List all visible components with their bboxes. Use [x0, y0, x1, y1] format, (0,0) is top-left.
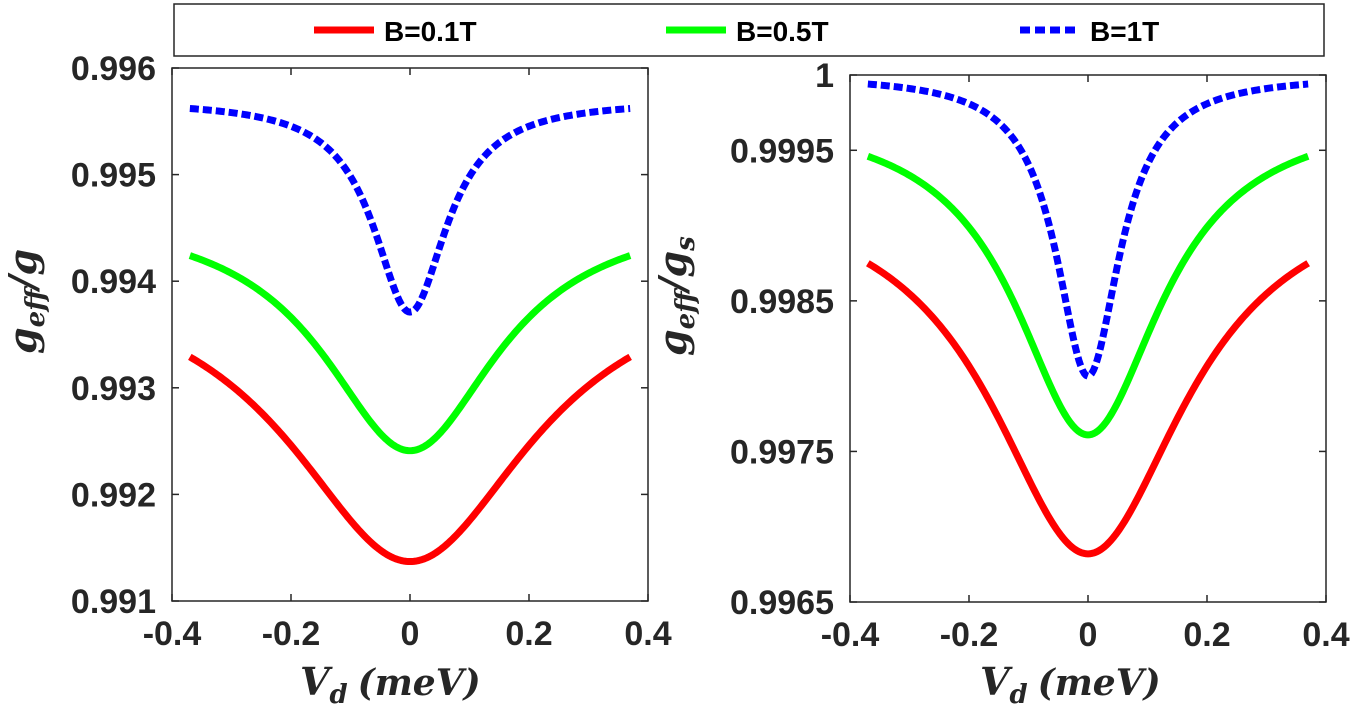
series-line-b05t	[188, 252, 632, 455]
x-tick-label: 0.2	[1183, 616, 1230, 654]
x-tick-label: -0.4	[143, 615, 202, 653]
x-tick-label: -0.4	[821, 616, 880, 654]
y-tick-label: 1	[815, 57, 834, 95]
y-tick-label: 0.991	[71, 583, 156, 621]
legend: B=0.1T B=0.5T B=1T	[173, 3, 1325, 57]
left-panel: -0.4 -0.2 0 0.2 0.4 0.991 0.992 0.993 0.994 0.995…	[0, 50, 672, 710]
left-curves	[188, 105, 632, 566]
y-tick-label: 0.9995	[730, 132, 834, 170]
series-line-b05t	[866, 153, 1310, 439]
left-plot-area	[171, 67, 649, 602]
series-line-b1t	[188, 105, 632, 316]
x-tick-label: 0	[401, 615, 420, 653]
legend-label-b05: B=0.5T	[736, 16, 829, 47]
x-tick-label: -0.2	[262, 615, 321, 653]
y-tick-label: 0.994	[71, 263, 156, 301]
series-line-b01t	[188, 353, 632, 566]
legend-label-b01: B=0.1T	[384, 16, 477, 47]
left-ticks: -0.4 -0.2 0 0.2 0.4 0.991 0.992 0.993 0.994 0.995…	[71, 50, 672, 653]
left-y-axis-label: geff/g	[0, 249, 51, 354]
right-curves	[866, 80, 1310, 558]
right-plot-area	[849, 74, 1327, 603]
x-tick-label: 0.2	[505, 615, 552, 653]
right-panel: -0.4 -0.2 0 0.2 0.4 0.9965 0.9975 0.9985 0.9995 1…	[650, 57, 1350, 710]
y-tick-label: 0.995	[71, 157, 156, 195]
y-tick-label: 0.9975	[730, 433, 834, 471]
y-tick-label: 0.993	[71, 370, 156, 408]
y-tick-label: 0.9965	[730, 584, 834, 622]
right-x-axis-label: Vd (meV)	[980, 659, 1161, 710]
y-tick-label: 0.996	[71, 50, 156, 88]
x-tick-label: 0.4	[624, 615, 671, 653]
legend-label-b1: B=1T	[1090, 16, 1159, 47]
x-tick-label: -0.2	[940, 616, 999, 654]
y-tick-label: 0.992	[71, 476, 156, 514]
left-x-axis-label: Vd (meV)	[300, 659, 481, 710]
x-tick-label: 0.4	[1302, 616, 1349, 654]
right-y-axis-label: geff/gs	[650, 236, 701, 356]
y-tick-label: 0.9985	[730, 283, 834, 321]
right-ticks: -0.4 -0.2 0 0.2 0.4 0.9965 0.9975 0.9985 0.9995 1	[730, 57, 1350, 654]
x-tick-label: 0	[1079, 616, 1098, 654]
series-line-b01t	[866, 260, 1310, 558]
